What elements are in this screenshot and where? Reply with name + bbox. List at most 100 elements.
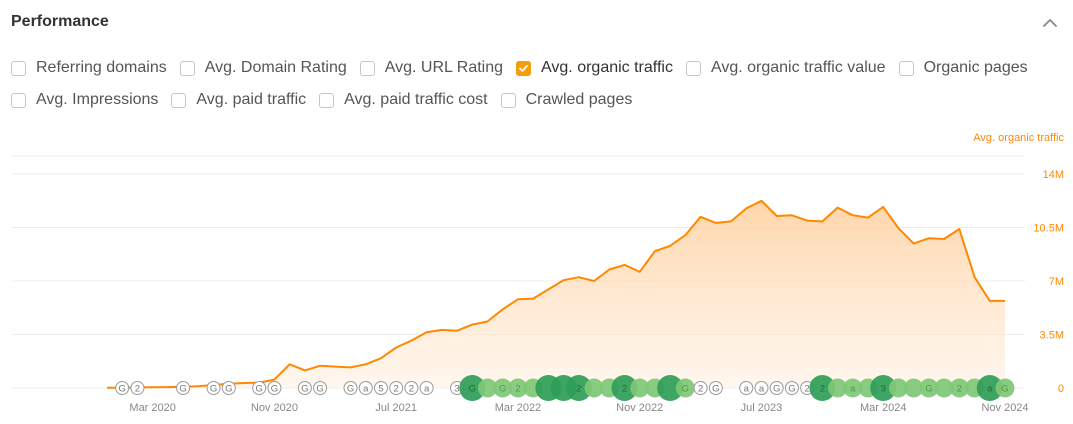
data-point[interactable] <box>380 357 382 359</box>
annotation-marker[interactable] <box>828 378 848 398</box>
data-point[interactable] <box>350 366 352 368</box>
annotation-marker[interactable]: G <box>313 381 328 395</box>
data-point[interactable] <box>502 308 504 310</box>
annotation-marker[interactable] <box>904 378 924 398</box>
data-point[interactable] <box>243 382 245 384</box>
data-point[interactable] <box>852 214 854 216</box>
data-point[interactable] <box>197 385 199 387</box>
checkbox-box[interactable] <box>179 60 195 76</box>
annotation-marker[interactable]: G <box>221 381 236 395</box>
annotation-marker[interactable]: 2 <box>809 375 836 401</box>
annotation-marker[interactable]: 2 <box>949 378 969 398</box>
metric-checkbox-referring-domains[interactable]: Referring domains <box>11 59 167 77</box>
data-point[interactable] <box>456 330 458 332</box>
annotation-marker[interactable]: a <box>754 381 769 395</box>
metric-checkbox-avg-domain-rating[interactable]: Avg. Domain Rating <box>179 59 347 77</box>
annotation-marker[interactable]: G <box>297 381 312 395</box>
annotation-marker[interactable]: 2 <box>693 381 708 395</box>
data-point[interactable] <box>441 329 443 331</box>
data-point[interactable] <box>669 245 671 247</box>
data-point[interactable] <box>273 379 275 381</box>
annotation-marker[interactable]: 5 <box>373 381 388 395</box>
metric-checkbox-avg-impressions[interactable]: Avg. Impressions <box>11 91 158 109</box>
data-point[interactable] <box>974 276 976 278</box>
data-point[interactable] <box>958 228 960 230</box>
annotation-marker[interactable]: G <box>919 378 939 398</box>
annotation-marker[interactable]: G <box>995 378 1015 398</box>
data-point[interactable] <box>304 369 306 371</box>
data-point[interactable] <box>410 340 412 342</box>
data-point[interactable] <box>776 215 778 217</box>
data-point[interactable] <box>715 222 717 224</box>
annotation-marker[interactable] <box>630 378 650 398</box>
data-point[interactable] <box>791 214 793 216</box>
checkbox-box[interactable] <box>516 60 532 76</box>
annotation-marker[interactable] <box>584 378 604 398</box>
data-point[interactable] <box>639 271 641 273</box>
data-point[interactable] <box>989 300 991 302</box>
annotation-marker[interactable]: 2 <box>389 381 404 395</box>
annotation-marker[interactable]: 2 <box>565 375 592 401</box>
metric-checkbox-organic-pages[interactable]: Organic pages <box>898 59 1028 77</box>
data-point[interactable] <box>593 280 595 282</box>
data-point[interactable] <box>319 365 321 367</box>
data-point[interactable] <box>928 237 930 239</box>
data-point[interactable] <box>395 346 397 348</box>
data-point[interactable] <box>1004 300 1006 302</box>
annotation-marker[interactable]: 2 <box>611 375 638 401</box>
data-point[interactable] <box>806 220 808 222</box>
annotation-marker[interactable]: G <box>206 381 221 395</box>
data-point[interactable] <box>563 279 565 281</box>
annotation-marker[interactable]: a <box>976 375 1003 401</box>
annotation-marker[interactable] <box>888 378 908 398</box>
checkbox-box[interactable] <box>11 92 26 108</box>
data-point[interactable] <box>654 250 656 252</box>
metric-checkbox-avg-paid-traffic-cost[interactable]: Avg. paid traffic cost <box>319 91 488 109</box>
data-point[interactable] <box>882 206 884 208</box>
metric-checkbox-crawled-pages[interactable]: Crawled pages <box>500 91 632 109</box>
annotation-marker[interactable]: G <box>784 381 799 395</box>
data-point[interactable] <box>471 324 473 326</box>
metric-checkbox-avg-organic-traffic[interactable]: Avg. organic traffic <box>516 59 673 77</box>
annotation-marker[interactable]: a <box>358 381 373 395</box>
annotation-marker[interactable]: a <box>739 381 754 395</box>
data-point[interactable] <box>167 386 169 388</box>
metric-checkbox-avg-paid-traffic[interactable]: Avg. paid traffic <box>171 91 306 109</box>
data-point[interactable] <box>760 200 762 202</box>
annotation-marker[interactable]: G <box>708 381 723 395</box>
data-point[interactable] <box>532 298 534 300</box>
annotation-marker[interactable]: G <box>769 381 784 395</box>
annotation-marker[interactable] <box>478 378 498 398</box>
annotation-marker[interactable] <box>934 378 954 398</box>
data-point[interactable] <box>897 227 899 229</box>
checkbox-box[interactable] <box>171 92 187 108</box>
annotation-marker[interactable]: G <box>459 375 486 401</box>
metric-checkbox-avg-url-rating[interactable]: Avg. URL Rating <box>359 59 503 77</box>
annotation-marker[interactable]: 2 <box>404 381 419 395</box>
annotation-marker[interactable]: G <box>267 381 282 395</box>
checkbox-box[interactable] <box>11 60 26 76</box>
data-point[interactable] <box>745 207 747 209</box>
data-point[interactable] <box>547 288 549 290</box>
data-point[interactable] <box>623 264 625 266</box>
checkbox-box[interactable] <box>500 92 516 108</box>
data-point[interactable] <box>289 363 291 365</box>
data-point[interactable] <box>913 243 915 245</box>
data-point[interactable] <box>608 269 610 271</box>
data-point[interactable] <box>700 216 702 218</box>
data-point[interactable] <box>730 220 732 222</box>
data-point[interactable] <box>106 387 108 389</box>
annotation-marker[interactable]: G <box>176 381 191 395</box>
data-point[interactable] <box>517 298 519 300</box>
data-point[interactable] <box>487 321 489 323</box>
checkbox-box[interactable] <box>319 92 335 108</box>
annotation-marker[interactable]: G <box>343 381 358 395</box>
annotation-marker[interactable]: 3 <box>870 375 897 401</box>
annotation-marker[interactable]: G <box>115 381 130 395</box>
annotation-marker[interactable]: G <box>252 381 267 395</box>
checkbox-box[interactable] <box>898 60 914 76</box>
data-point[interactable] <box>426 331 428 333</box>
data-point[interactable] <box>152 386 154 388</box>
annotation-marker[interactable]: 2 <box>130 381 145 395</box>
data-point[interactable] <box>821 220 823 222</box>
